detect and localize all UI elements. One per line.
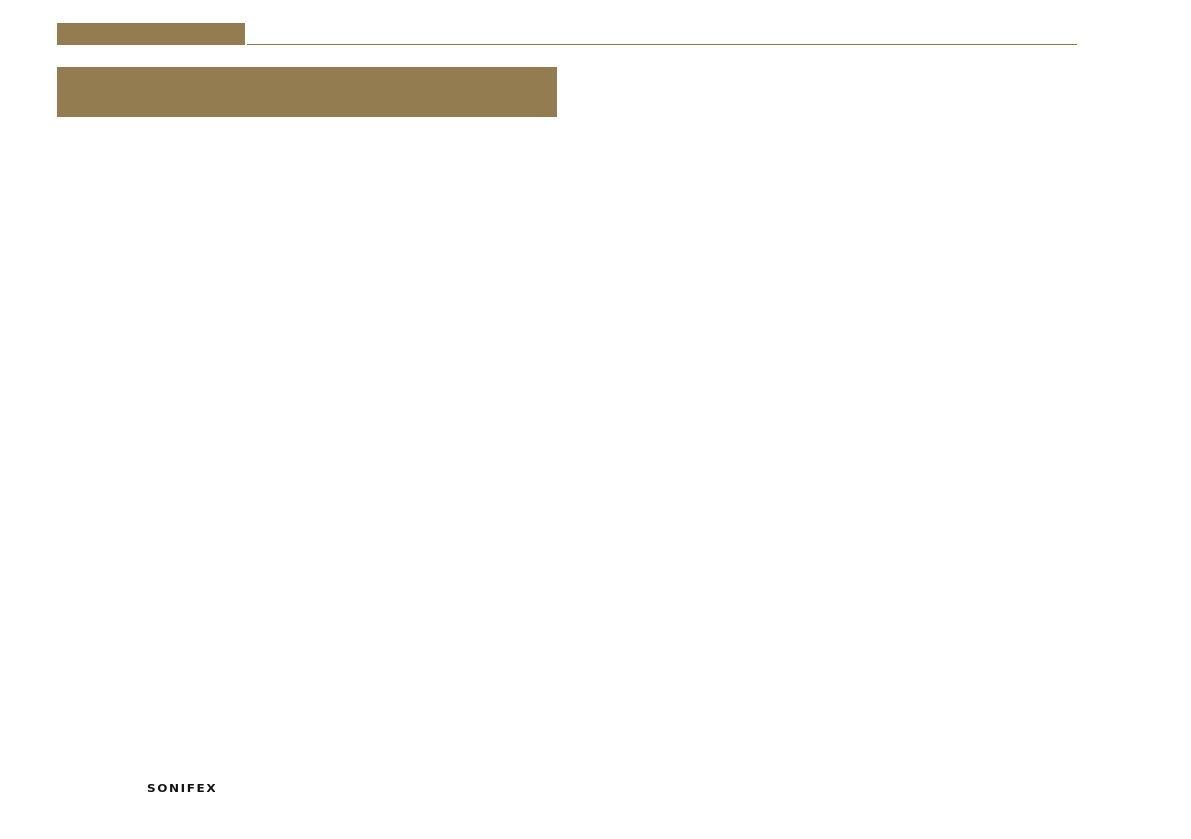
header-tab-block bbox=[57, 23, 245, 45]
header-rule bbox=[247, 43, 1077, 45]
title-banner-block bbox=[57, 67, 557, 117]
sonifex-logo: SONIFEX bbox=[147, 782, 218, 795]
